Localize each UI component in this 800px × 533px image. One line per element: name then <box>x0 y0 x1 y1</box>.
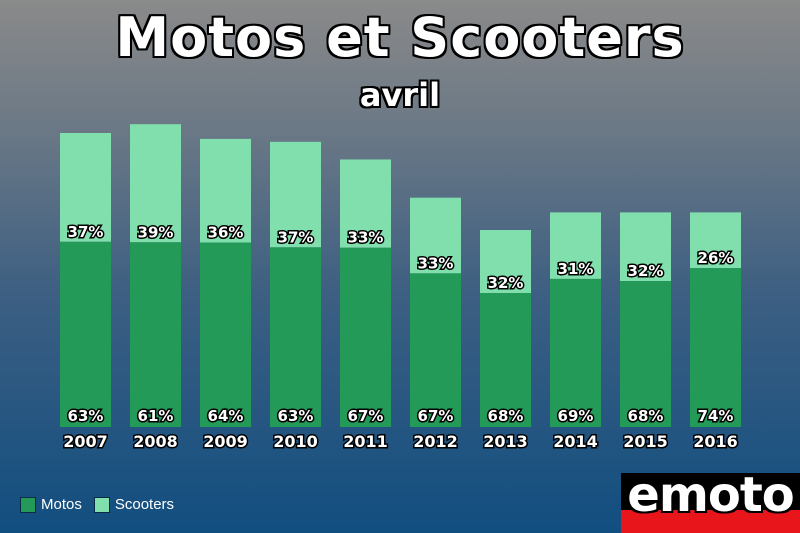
label-scooters-2013: 32% <box>488 274 524 292</box>
x-tick-2016: 2016 <box>693 432 738 451</box>
label-motos-2016: 74% <box>698 407 734 425</box>
label-scooters-2011: 33% <box>348 229 384 247</box>
bar-scooters-2010 <box>270 141 321 248</box>
label-scooters-2008: 39% <box>138 223 174 241</box>
bar-motos-2011 <box>340 247 391 427</box>
bar-scooters-2008 <box>130 124 181 243</box>
x-tick-2007: 2007 <box>63 432 108 451</box>
logo-text: emoto <box>627 467 794 523</box>
legend-swatch-motos <box>20 496 36 513</box>
label-scooters-2009: 36% <box>208 224 244 242</box>
label-motos-2011: 67% <box>348 407 384 425</box>
label-motos-2013: 68% <box>488 407 524 425</box>
bar-motos-2010 <box>270 247 321 427</box>
logo-red-band <box>621 510 800 533</box>
label-motos-2008: 61% <box>138 407 174 425</box>
chart-legend: Motos Scooters <box>20 496 186 513</box>
legend-item-scooters: Scooters <box>93 496 175 513</box>
bar-motos-2013 <box>480 293 531 427</box>
bar-motos-2015 <box>620 281 671 427</box>
label-motos-2014: 69% <box>558 407 594 425</box>
bar-scooters-2012 <box>410 197 461 274</box>
bar-motos-2014 <box>550 278 601 427</box>
legend-label-scooters: Scooters <box>114 496 175 513</box>
bar-motos-2007 <box>60 241 111 427</box>
label-motos-2015: 68% <box>628 407 664 425</box>
x-tick-2010: 2010 <box>273 432 318 451</box>
x-tick-2014: 2014 <box>553 432 598 451</box>
label-motos-2007: 63% <box>68 407 104 425</box>
label-scooters-2007: 37% <box>68 223 104 241</box>
bar-motos-2009 <box>200 242 251 427</box>
bar-motos-2016 <box>690 268 741 427</box>
chart-title: Motos et Scooters <box>115 6 685 69</box>
label-motos-2012: 67% <box>418 407 454 425</box>
bar-scooters-2013 <box>480 230 531 294</box>
label-scooters-2015: 32% <box>628 262 664 280</box>
bar-chart: 37% 63% 2007 39% 61% 2008 36% 64% 2009 37% 63% 2010… <box>60 124 741 453</box>
bar-motos-2012 <box>410 273 461 427</box>
x-tick-2011: 2011 <box>343 432 388 451</box>
chart-subtitle: avril <box>359 76 441 114</box>
label-scooters-2016: 26% <box>698 249 734 267</box>
bar-scooters-2015 <box>620 212 671 282</box>
x-tick-2013: 2013 <box>483 432 528 451</box>
bar-motos-2008 <box>130 242 181 427</box>
x-tick-2008: 2008 <box>133 432 178 451</box>
label-scooters-2012: 33% <box>418 254 454 272</box>
x-tick-2015: 2015 <box>623 432 668 451</box>
bar-scooters-2009 <box>200 138 251 243</box>
x-tick-2009: 2009 <box>203 432 248 451</box>
label-scooters-2010: 37% <box>278 228 314 246</box>
legend-swatch-scooters <box>93 496 110 513</box>
legend-label-motos: Motos <box>41 496 82 513</box>
bar-scooters-2014 <box>550 212 601 279</box>
bar-scooters-2011 <box>340 159 391 248</box>
bar-scooters-2016 <box>690 212 741 269</box>
label-scooters-2014: 31% <box>558 260 594 278</box>
x-tick-2012: 2012 <box>413 432 458 451</box>
label-motos-2010: 63% <box>278 407 314 425</box>
emoto-logo[interactable]: emoto <box>621 467 800 533</box>
legend-item-motos: Motos <box>20 496 82 513</box>
bar-scooters-2007 <box>60 133 111 242</box>
label-motos-2009: 64% <box>208 407 244 425</box>
